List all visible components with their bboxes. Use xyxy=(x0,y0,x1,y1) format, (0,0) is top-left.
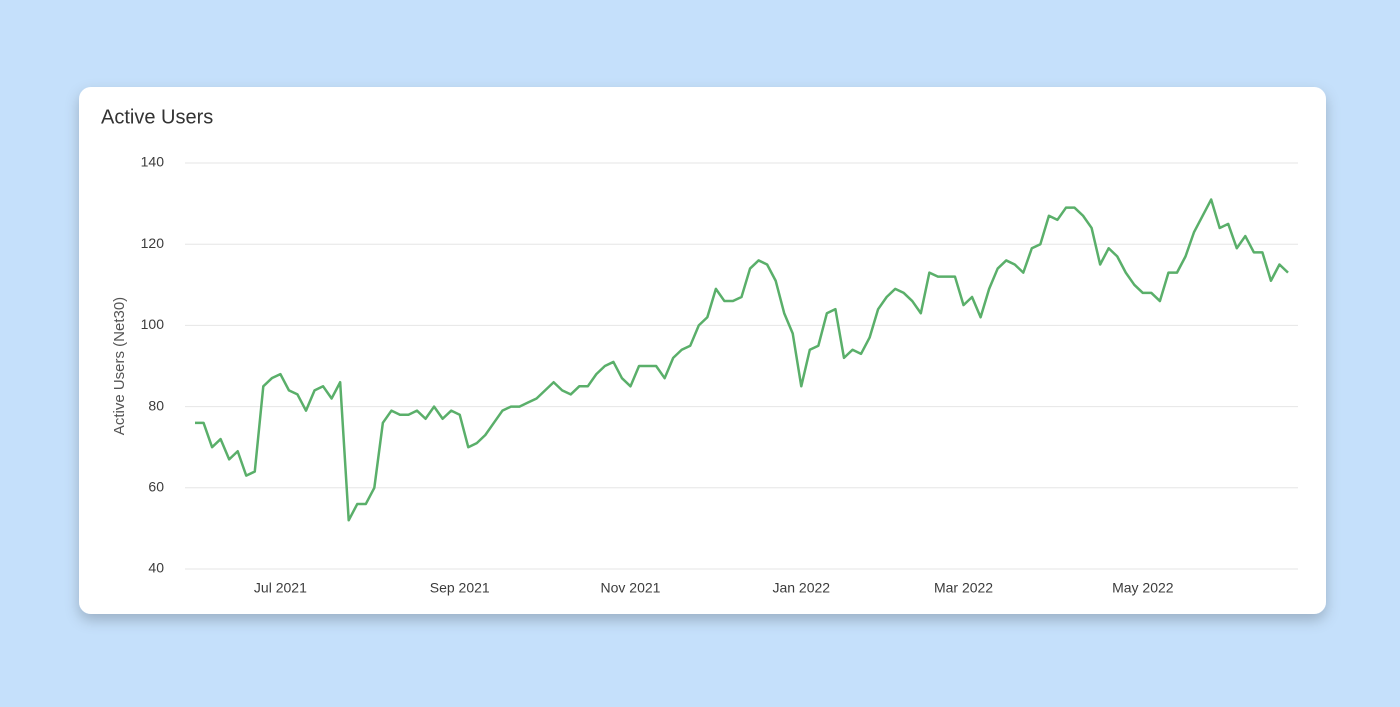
y-tick-label: 100 xyxy=(141,316,165,332)
card xyxy=(79,87,1326,614)
x-tick-label: Jan 2022 xyxy=(772,580,830,596)
x-tick-label: Nov 2021 xyxy=(601,580,661,596)
data-line xyxy=(195,198,1289,522)
y-tick-label: 140 xyxy=(141,154,165,170)
x-tick-label: Sep 2021 xyxy=(430,580,490,596)
y-tick-label: 60 xyxy=(148,479,164,495)
y-tick-label: 120 xyxy=(141,235,165,251)
y-tick-label: 80 xyxy=(148,397,164,413)
y-tick-label: 40 xyxy=(148,560,164,576)
x-tick-label: Mar 2022 xyxy=(934,580,993,596)
chart-title: Active Users xyxy=(101,106,213,128)
x-tick-label: May 2022 xyxy=(1112,580,1174,596)
y-axis-label: Active Users (Net30) xyxy=(111,297,128,435)
x-tick-label: Jul 2021 xyxy=(254,580,307,596)
